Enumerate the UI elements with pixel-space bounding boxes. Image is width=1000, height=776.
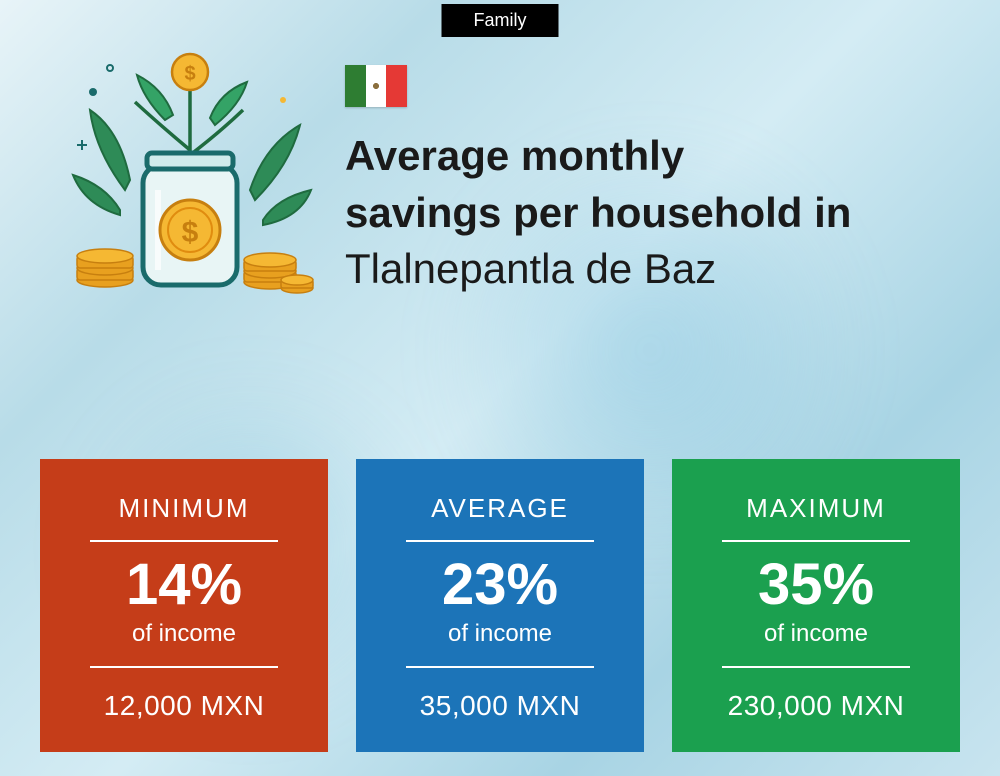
card-label: AVERAGE: [431, 493, 569, 524]
card-percent: 23%: [442, 556, 558, 614]
card-subtext: of income: [764, 620, 868, 648]
title-location: Tlalnepantla de Baz: [345, 241, 960, 298]
title-bold-2: savings per household in: [345, 185, 960, 242]
stat-card-maximum: MAXIMUM 35% of income 230,000 MXN: [672, 459, 960, 752]
card-label: MAXIMUM: [746, 493, 886, 524]
flag-stripe-green: [345, 65, 366, 107]
flag-stripe-red: [386, 65, 407, 107]
category-badge: Family: [442, 4, 559, 37]
card-divider: [722, 540, 909, 542]
stat-card-minimum: MINIMUM 14% of income 12,000 MXN: [40, 459, 328, 752]
card-percent: 14%: [126, 556, 242, 614]
page-title: Average monthly savings per household in…: [345, 128, 960, 298]
card-divider: [90, 540, 277, 542]
card-label: MINIMUM: [119, 493, 250, 524]
card-divider: [722, 666, 909, 668]
svg-text:$: $: [184, 63, 195, 85]
card-divider: [406, 540, 593, 542]
card-percent: 35%: [758, 556, 874, 614]
stat-cards: MINIMUM 14% of income 12,000 MXN AVERAGE…: [40, 459, 960, 752]
card-amount: 35,000 MXN: [420, 690, 581, 722]
mexico-flag-icon: [345, 65, 407, 107]
card-divider: [90, 666, 277, 668]
card-subtext: of income: [132, 620, 236, 648]
card-amount: 12,000 MXN: [104, 690, 265, 722]
savings-jar-icon: $ $: [65, 50, 315, 300]
card-divider: [406, 666, 593, 668]
flag-emblem: [369, 79, 383, 93]
svg-text:$: $: [182, 216, 199, 249]
card-subtext: of income: [448, 620, 552, 648]
title-bold-1: Average monthly: [345, 128, 960, 185]
stat-card-average: AVERAGE 23% of income 35,000 MXN: [356, 459, 644, 752]
card-amount: 230,000 MXN: [728, 690, 905, 722]
